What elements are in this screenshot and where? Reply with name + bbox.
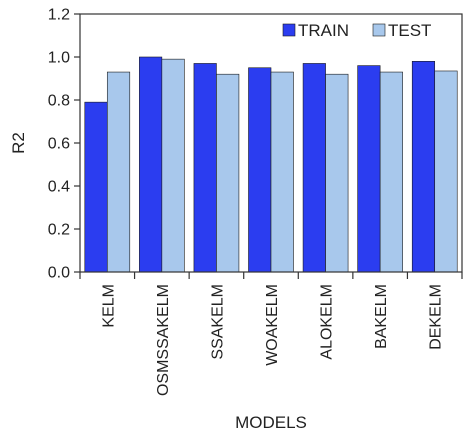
y-tick-label: 0.6 xyxy=(48,136,70,153)
x-axis-ticks: KELM OSMSSAKELM SSAKELM WOAKELM ALOKELM BAKEL… xyxy=(79,272,463,396)
bar-train-dekelm xyxy=(411,60,436,273)
y-axis-ticks: 0.0 0.2 0.4 0.6 0.8 1.0 1.2 xyxy=(48,7,80,282)
y-tick-label: 0.2 xyxy=(48,222,70,239)
y-axis-title: R2 xyxy=(9,132,28,154)
x-tick-label-ssakelm: SSAKELM xyxy=(209,284,226,360)
y-tick-label: 1.0 xyxy=(48,50,70,67)
x-tick-label-bakelm: BAKELM xyxy=(373,284,390,349)
legend: TRAIN TEST xyxy=(282,21,431,40)
bar-test-osmssakelm xyxy=(161,58,185,273)
plot-frame xyxy=(79,13,463,273)
legend-label-test: TEST xyxy=(388,21,431,40)
bar-train-alokelm xyxy=(302,63,326,273)
x-tick-label-dekelm: DEKELM xyxy=(428,284,445,350)
bar-test-bakelm xyxy=(379,71,403,273)
y-tick-label: 1.2 xyxy=(48,7,70,24)
bar-test-ssakelm xyxy=(216,73,240,273)
x-axis-title: MODELS xyxy=(235,413,307,432)
bar-test-alokelm xyxy=(325,73,349,273)
bar-train-osmssakelm xyxy=(139,56,163,273)
bar-train-woakelm xyxy=(248,67,272,273)
bar-test-dekelm xyxy=(434,70,458,273)
bar-test-woakelm xyxy=(270,71,294,273)
x-tick-label-kelm: KELM xyxy=(100,284,117,328)
y-tick-label: 0.0 xyxy=(48,265,70,282)
legend-swatch-train xyxy=(282,23,296,37)
bar-test-kelm xyxy=(106,71,131,273)
x-tick-label-alokelm: ALOKELM xyxy=(319,284,336,360)
y-tick-label: 0.4 xyxy=(48,179,70,196)
bars-group xyxy=(84,56,458,273)
bar-train-bakelm xyxy=(357,65,381,273)
x-tick-label-osmssakelm: OSMSSAKELM xyxy=(155,284,172,396)
x-tick-label-woakelm: WOAKELM xyxy=(264,284,281,366)
bar-train-kelm xyxy=(84,101,108,273)
legend-swatch-test xyxy=(372,23,386,37)
legend-label-train: TRAIN xyxy=(298,21,349,40)
bar-train-ssakelm xyxy=(193,63,217,273)
y-tick-label: 0.8 xyxy=(48,93,70,110)
